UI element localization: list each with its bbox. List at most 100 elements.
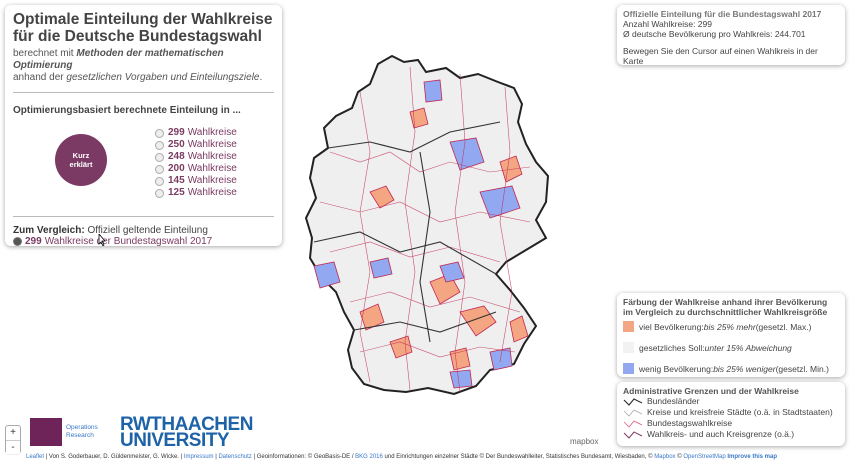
option-num: 200 bbox=[168, 163, 185, 174]
subtitle-pre: berechnet mit bbox=[13, 48, 77, 59]
radio-icon[interactable] bbox=[155, 188, 164, 198]
subtitle-mid: anhand der bbox=[13, 72, 67, 83]
mapbox-logo[interactable]: mapbox bbox=[570, 437, 599, 446]
district-high[interactable] bbox=[449, 347, 471, 371]
zoom-out-button[interactable]: - bbox=[11, 442, 15, 453]
bkg-link[interactable]: BKG 2016 bbox=[355, 454, 383, 460]
explain-line1: Kurz bbox=[72, 151, 90, 160]
improve-map-link[interactable]: Improve this map bbox=[725, 454, 778, 460]
district-low[interactable] bbox=[439, 261, 465, 283]
operations-research-logo[interactable]: Operations Research bbox=[30, 418, 98, 446]
info-line2: Ø deutsche Bevölkerung pro Wahlkreis: 24… bbox=[623, 29, 806, 39]
germany-map[interactable] bbox=[300, 52, 570, 397]
swatch-normal bbox=[623, 342, 634, 353]
legend-ital: bis 25% mehr bbox=[703, 321, 756, 332]
subtitle-end: . bbox=[259, 72, 263, 83]
option-299[interactable]: 299 Wahlkreise bbox=[155, 127, 237, 139]
leaflet-link[interactable]: Leaflet bbox=[26, 454, 45, 460]
attrib-sep: | bbox=[213, 454, 219, 460]
admin-label: Bundestagswahlkreise bbox=[647, 418, 733, 428]
admin-row-states: Bundesländer bbox=[623, 396, 839, 407]
subtitle-bold: Methoden der mathematischen Optimierung bbox=[13, 48, 224, 71]
legend-pre: wenig Bevölkerung: bbox=[639, 363, 714, 374]
district-low[interactable] bbox=[369, 257, 393, 279]
option-145[interactable]: 145 Wahlkreise bbox=[155, 175, 237, 187]
radio-icon[interactable] bbox=[155, 152, 164, 162]
district-high[interactable] bbox=[459, 305, 497, 337]
color-legend: Färbung der Wahlkreise anhand ihrer Bevö… bbox=[617, 293, 845, 377]
district-high[interactable] bbox=[369, 185, 395, 209]
page-title-line2: für die Deutsche Bundestagswahl bbox=[13, 28, 262, 45]
district-high[interactable] bbox=[389, 335, 413, 359]
germany-outline[interactable] bbox=[304, 54, 550, 396]
rwth-logo[interactable]: RWTHAACHEN UNIVERSITY bbox=[120, 414, 253, 451]
legend-ital: bis 25% weniger bbox=[713, 363, 776, 374]
info-heading: Offizielle Einteilung für die Bundestags… bbox=[623, 9, 822, 19]
swatch-low bbox=[623, 363, 634, 374]
datenschutz-link[interactable]: Datenschutz bbox=[218, 454, 252, 460]
attrib-text1: | Von S. Goderbauer, D. Güldenmeister, G… bbox=[44, 454, 184, 460]
subtitle-ital: gesetzlichen Vorgaben und Einteilungszie… bbox=[66, 72, 260, 83]
pointer-cursor-icon bbox=[98, 234, 106, 246]
mapbox-link[interactable]: Mapbox bbox=[654, 454, 676, 460]
radio-icon[interactable] bbox=[155, 140, 164, 150]
option-125[interactable]: 125 Wahlkreise bbox=[155, 187, 237, 199]
option-250[interactable]: 250 Wahlkreise bbox=[155, 139, 237, 151]
admin-label: Kreise und kreisfreie Städte (o.ä. in St… bbox=[647, 407, 833, 417]
zoom-control: + - bbox=[5, 425, 21, 455]
district-high[interactable] bbox=[359, 303, 385, 331]
page-title-line1: Optimale Einteilung der Wahlkreise bbox=[13, 11, 273, 28]
compare-heading: Zum Vergleich: Offiziell geltende Eintei… bbox=[13, 225, 274, 236]
option-official-2017[interactable]: 299 Wahlkreise der Bundestagswahl 2017 bbox=[13, 236, 274, 247]
section-heading: Optimierungsbasiert berechnete Einteilun… bbox=[13, 105, 241, 116]
option-label: Wahlkreise bbox=[187, 139, 237, 150]
district-low[interactable] bbox=[449, 137, 485, 171]
legend-post: (gesetzl. Min.) bbox=[775, 363, 829, 374]
explain-button[interactable]: Kurz erklärt bbox=[55, 134, 107, 186]
attrib-text4: © bbox=[675, 454, 684, 460]
radio-selected-icon[interactable] bbox=[13, 237, 22, 246]
option-num: 145 bbox=[168, 175, 185, 186]
option-label: Wahlkreise bbox=[187, 151, 237, 162]
district-low[interactable] bbox=[423, 79, 443, 103]
legend-pre: gesetzliches Soll: bbox=[639, 342, 705, 353]
legend-ital: unter 15% Abweichung bbox=[704, 342, 792, 353]
district-low[interactable] bbox=[479, 185, 521, 219]
district-high[interactable] bbox=[499, 155, 523, 183]
legend-row-normal: gesetzliches Soll: unter 15% Abweichung bbox=[623, 342, 839, 353]
option-num: 250 bbox=[168, 139, 185, 150]
district-low[interactable] bbox=[449, 369, 473, 389]
option-label: Wahlkreise bbox=[187, 175, 237, 186]
attribution-bar: Leaflet | Von S. Goderbauer, D. Güldenme… bbox=[0, 452, 850, 462]
divider bbox=[13, 92, 274, 93]
district-high[interactable] bbox=[429, 273, 461, 305]
swatch-high bbox=[623, 321, 634, 332]
option-num: 125 bbox=[168, 187, 185, 198]
info-line1: Anzahl Wahlkreise: 299 bbox=[623, 19, 712, 29]
zoom-in-button[interactable]: + bbox=[6, 426, 20, 441]
radio-icon[interactable] bbox=[155, 128, 164, 138]
admin-row-counties: Kreise und kreisfreie Städte (o.ä. in St… bbox=[623, 407, 839, 418]
option-248[interactable]: 248 Wahlkreise bbox=[155, 151, 237, 163]
district-low[interactable] bbox=[313, 261, 341, 289]
or-logo-icon bbox=[30, 418, 62, 446]
radio-icon[interactable] bbox=[155, 164, 164, 174]
line-both-icon bbox=[623, 430, 643, 439]
option-label: Wahlkreise bbox=[187, 163, 237, 174]
rwth-line1: RWTHAACHEN bbox=[120, 414, 253, 435]
impressum-link[interactable]: Impressum bbox=[183, 454, 214, 460]
option-200[interactable]: 200 Wahlkreise bbox=[155, 163, 237, 175]
boundary-legend: Administrative Grenzen und der Wahlkreis… bbox=[617, 382, 845, 446]
option-list: 299 Wahlkreise 250 Wahlkreise 248 Wahlkreis… bbox=[155, 127, 237, 199]
legend-row-low: wenig Bevölkerung: bis 25% weniger (gese… bbox=[623, 363, 839, 374]
or-line1: Operations bbox=[66, 424, 98, 431]
rwth-line2: UNIVERSITY bbox=[120, 430, 230, 451]
radio-icon[interactable] bbox=[155, 176, 164, 186]
admin-label: Bundesländer bbox=[647, 396, 700, 406]
option-label: Wahlkreise bbox=[187, 127, 237, 138]
osm-link[interactable]: OpenStreetMap bbox=[683, 454, 726, 460]
district-low[interactable] bbox=[489, 347, 513, 371]
admin-row-both: Wahlkreis- und auch Kreisgrenze (o.ä.) bbox=[623, 429, 839, 440]
district-high[interactable] bbox=[509, 315, 529, 343]
attrib-text2: | Geoinformationen: © GeoBasis-DE / bbox=[251, 454, 356, 460]
